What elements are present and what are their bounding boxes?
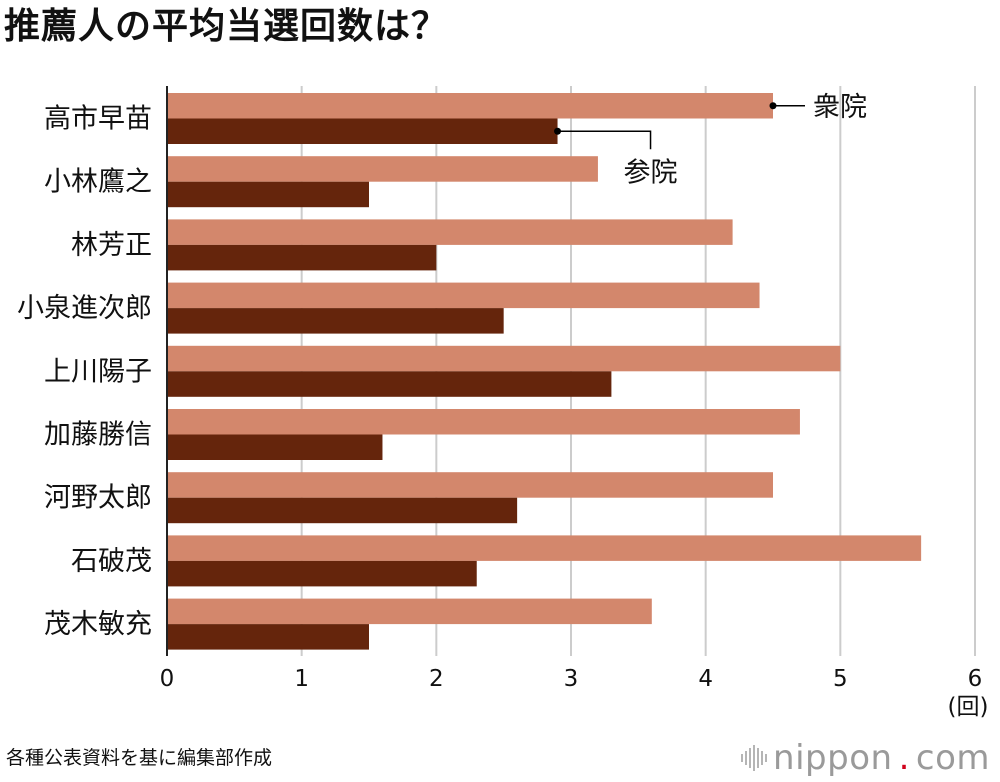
bar-sanin — [167, 118, 558, 144]
bar-shuin — [167, 345, 841, 372]
bar-shuin — [167, 409, 800, 435]
bar-sanin — [167, 308, 504, 334]
category-label: 茂木敏充 — [44, 609, 152, 640]
x-tick-label: 2 — [429, 666, 444, 692]
brand-logo: nippon. com — [741, 738, 990, 778]
legend-leader-sanin — [557, 130, 652, 150]
bar-shuin — [167, 598, 652, 625]
source-note: 各種公表資料を基に編集部作成 — [6, 747, 273, 769]
brand-tld: com — [915, 738, 990, 778]
legend-label-shuin: 衆院 — [813, 92, 867, 123]
bar-shuin — [167, 93, 773, 119]
bar-sanin — [167, 624, 369, 650]
category-label: 林芳正 — [71, 230, 152, 261]
bar-sanin — [167, 497, 518, 524]
x-tick-label: 0 — [160, 666, 175, 692]
bar-shuin — [167, 535, 922, 561]
x-tick-label: 5 — [833, 666, 848, 692]
bar-sanin — [167, 244, 437, 271]
bar-sanin — [167, 371, 612, 397]
bar-shuin — [167, 156, 598, 182]
bar-shuin — [167, 219, 733, 245]
category-label: 石破茂 — [71, 546, 152, 577]
bar-sanin — [167, 434, 383, 460]
bar-shuin — [167, 282, 760, 309]
brand-name: nippon — [773, 738, 893, 778]
category-label: 河野太郎 — [44, 483, 152, 514]
bar-sanin — [167, 181, 369, 208]
x-tick-label: 3 — [564, 666, 579, 692]
x-tick-label: 4 — [698, 666, 713, 692]
category-label: 高市早苗 — [44, 104, 152, 135]
legend-label-sanin: 参院 — [624, 157, 678, 188]
chart-title: 推薦人の平均当選回数は？ — [4, 6, 449, 47]
x-tick-label: 1 — [294, 666, 309, 692]
brand-mark-icon — [741, 745, 768, 771]
brand-dot: . — [898, 738, 910, 778]
bar-sanin — [167, 560, 477, 587]
x-tick-label: 6 — [968, 666, 983, 692]
category-label: 小泉進次郎 — [17, 293, 152, 324]
category-label: 上川陽子 — [44, 356, 152, 387]
bars — [167, 93, 922, 650]
category-label: 小林鷹之 — [44, 167, 152, 198]
bar-shuin — [167, 472, 773, 498]
x-axis-unit-label: (回) — [948, 694, 989, 720]
category-label: 加藤勝信 — [44, 420, 152, 451]
x-axis-tick-labels: 0 1 2 3 4 5 6 — [160, 666, 983, 692]
